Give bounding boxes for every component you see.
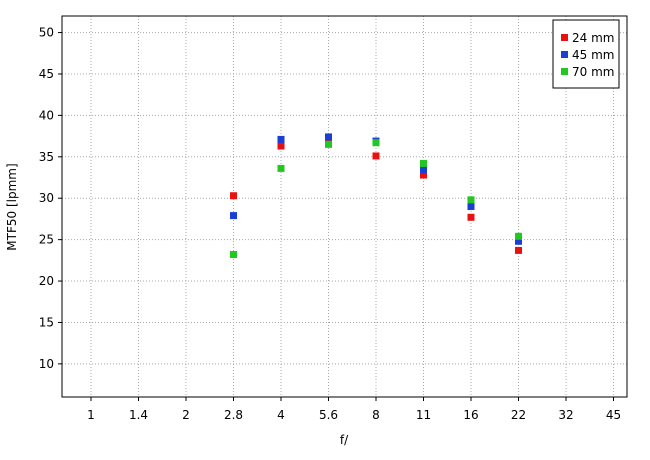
legend-swatch [561,68,568,75]
x-tick-label: 8 [372,408,380,422]
y-tick-label: 45 [39,67,54,81]
legend-label: 24 mm [572,31,614,45]
data-point-series-1 [515,237,522,245]
x-tick-label: 1 [87,408,95,422]
data-point-series-1 [325,133,332,141]
data-point-series-2 [467,196,475,204]
data-point-series-1 [230,212,237,220]
x-tick-label: 11 [416,408,431,422]
data-point-series-2 [420,159,427,167]
data-point-series-2 [372,139,380,147]
data-point-series-0 [515,246,522,254]
x-tick-label: 2 [182,408,190,422]
x-axis-label: f/ [340,433,349,447]
y-tick-label: 35 [39,150,54,164]
x-tick-label: 4 [277,408,285,422]
data-point-series-2 [325,140,332,148]
data-point-series-0 [372,152,380,160]
x-tick-label: 1.4 [129,408,148,422]
y-tick-label: 30 [39,191,54,205]
x-tick-label: 16 [463,408,478,422]
y-tick-label: 40 [39,108,54,122]
x-tick-label: 45 [606,408,621,422]
data-point-series-1 [467,203,475,210]
legend: 24 mm 45 mm 70 mm [552,19,620,89]
data-point-series-2 [515,232,522,240]
data-point-series-2 [277,164,285,172]
y-tick-label: 50 [39,26,54,40]
data-point-series-0 [230,192,237,200]
data-point-series-2 [230,251,237,259]
x-tick-label: 5.6 [319,408,338,422]
x-tick-label: 2.8 [224,408,243,422]
y-tick-label: 10 [39,357,54,371]
data-point-series-0 [420,171,427,179]
legend-label: 70 mm [572,65,614,79]
data-point-series-1 [277,135,285,143]
y-axis-label: MTF50 [lpmm] [5,163,19,250]
y-tick-label: 25 [39,233,54,247]
y-tick-label: 15 [39,315,54,329]
data-point-series-0 [277,142,285,150]
x-tick-label: 22 [511,408,526,422]
data-point-series-1 [420,166,427,174]
y-tick-label: 20 [39,274,54,288]
data-point-series-0 [467,213,475,221]
points-layer [230,133,522,259]
legend-swatch [561,34,568,41]
grid-layer [62,16,627,397]
x-tick-label: 32 [558,408,573,422]
legend-label: 45 mm [572,48,614,62]
legend-swatch [561,51,568,58]
plot-frame [61,15,628,398]
tick-layer: 1 1.4 2 2.8 4 5.6 8 11 16 22 32 45 10 15 20 25 30 35 40 45 5… [39,26,621,422]
